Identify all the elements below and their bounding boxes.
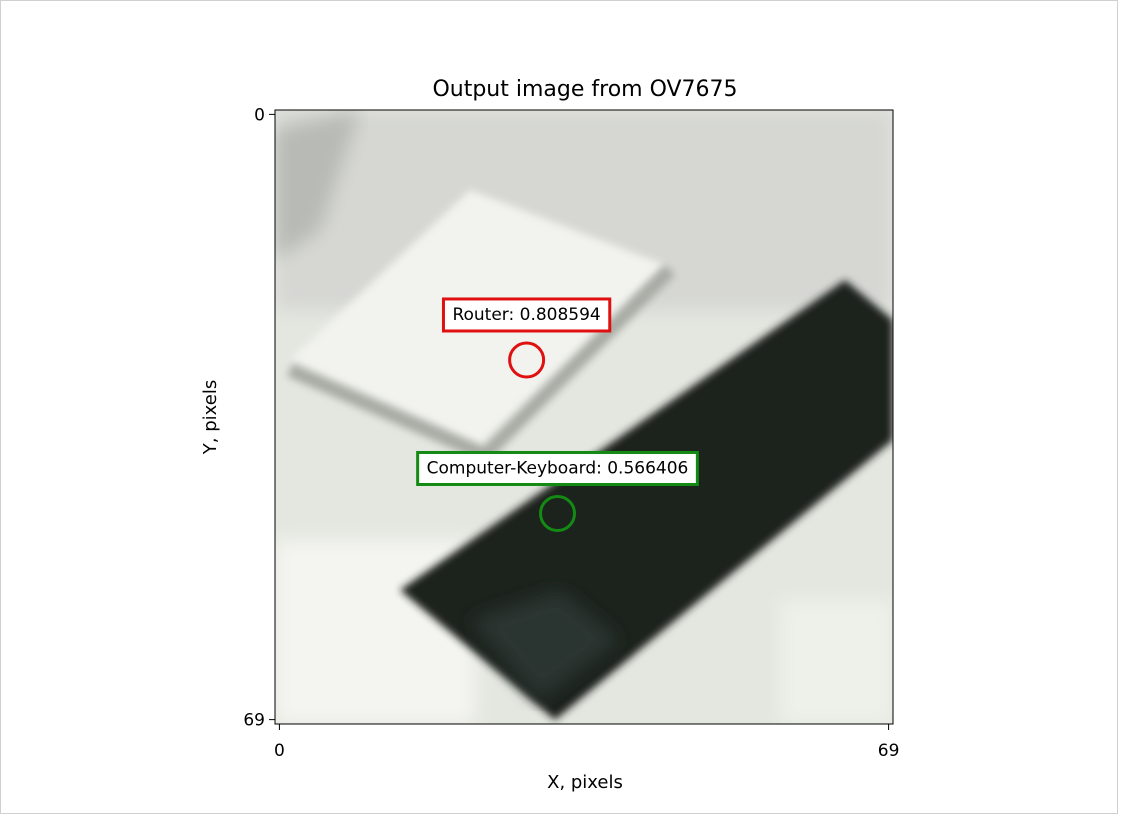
y-axis-label: Y, pixels — [200, 380, 221, 455]
detection-label: Router: 0.808594 — [452, 305, 600, 325]
page: {"chart_data": {"type": "image", "title"… — [0, 0, 1121, 818]
y-tick-label: 0 — [254, 105, 265, 125]
camera-image — [275, 110, 893, 724]
y-tick-label: 69 — [243, 711, 265, 731]
x-tick-label: 0 — [274, 741, 285, 761]
detection-label: Computer-Keyboard: 0.566406 — [427, 458, 689, 478]
figure: Output image from OV7675 X, pixels Y, pi… — [0, 0, 1121, 814]
chart-title: Output image from OV7675 — [432, 77, 737, 102]
x-axis-label: X, pixels — [547, 772, 623, 793]
x-tick-label: 69 — [878, 741, 900, 761]
